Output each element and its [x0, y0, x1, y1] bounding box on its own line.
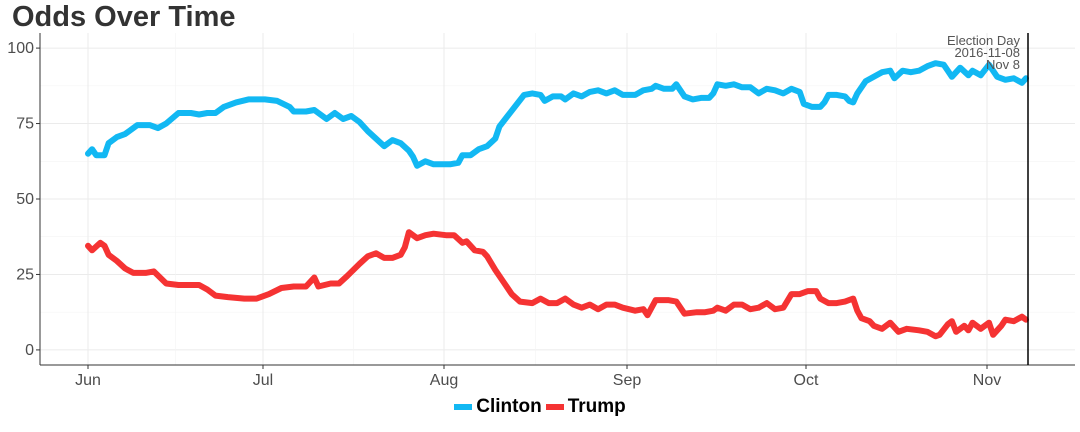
annotation-text: 2016-11-08	[954, 45, 1020, 60]
series-lines	[85, 60, 1029, 340]
legend: Clinton Trump	[0, 396, 1080, 418]
legend-swatch-clinton	[454, 404, 473, 410]
legend-item-clinton: Clinton	[454, 396, 542, 418]
axes: 0 25 50 75 100 Jun Jul Aug Sep Oct Nov	[7, 33, 1075, 389]
legend-label-clinton: Clinton	[476, 396, 542, 417]
annotation-text: Nov 8	[986, 57, 1020, 72]
chart-title: Odds Over Time	[12, 1, 236, 33]
y-tick-label: 0	[25, 342, 34, 359]
gridlines	[40, 33, 1075, 365]
x-tick-label: Nov	[973, 372, 1001, 389]
series-line-trump	[85, 229, 1029, 340]
y-tick-label: 75	[16, 116, 34, 133]
x-tick-label: Aug	[430, 372, 458, 389]
y-tick-label: 100	[7, 40, 34, 57]
x-tick-label: Jun	[75, 372, 101, 389]
x-tick-label: Sep	[613, 372, 642, 389]
y-tick-label: 50	[16, 191, 34, 208]
legend-label-trump: Trump	[567, 396, 626, 417]
x-tick-label: Jul	[253, 372, 273, 389]
series-line-clinton	[85, 60, 1029, 169]
y-tick-label: 25	[16, 266, 34, 283]
annotation-text: Election Day	[947, 33, 1020, 48]
x-tick-label: Oct	[794, 372, 819, 389]
legend-swatch-trump	[545, 404, 564, 410]
legend-item-trump: Trump	[545, 396, 626, 418]
